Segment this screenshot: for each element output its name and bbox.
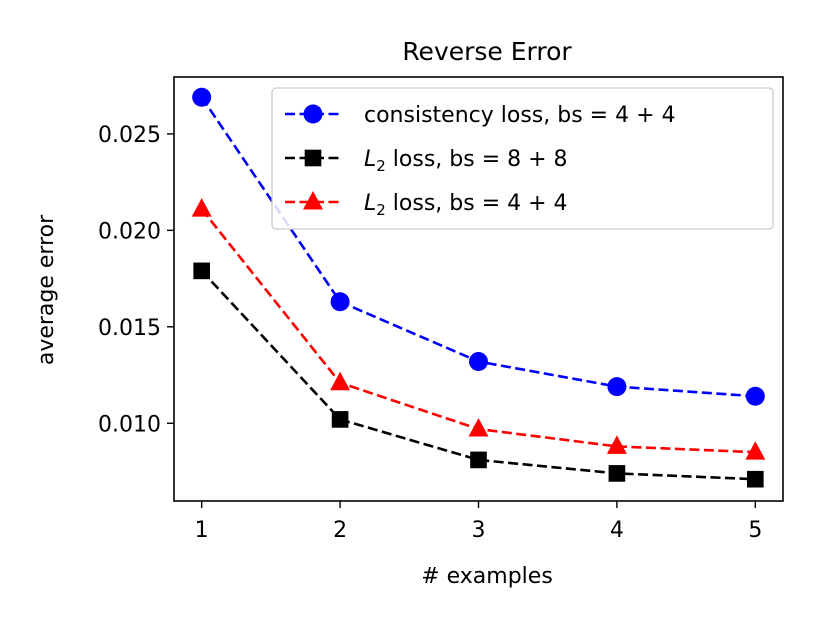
legend-entry: L2 loss, bs = 8 + 8 (285, 147, 568, 175)
series-0 (192, 87, 765, 406)
x-tick-label: 2 (333, 518, 347, 543)
chart-title: Reverse Error (402, 37, 572, 66)
axes-frame (173, 76, 784, 502)
y-tick-label: 0.010 (98, 412, 161, 437)
plot-area (191, 87, 766, 488)
y-axis-label: average error (34, 214, 59, 365)
x-axis-label: # examples (421, 564, 553, 589)
y-tick-label: 0.015 (98, 316, 161, 341)
data-point (468, 418, 489, 437)
legend-marker (303, 104, 323, 124)
data-point (330, 292, 350, 312)
y-tick-label: 0.025 (98, 123, 161, 148)
x-tick-label: 3 (472, 518, 486, 543)
data-point (606, 435, 627, 454)
legend-entry: L2 loss, bs = 4 + 4 (285, 191, 568, 219)
data-point (469, 352, 488, 372)
x-axis-ticks: 1 2 3 4 5 (195, 501, 762, 543)
legend-label: L2 loss, bs = 4 + 4 (364, 191, 568, 219)
legend-entry: consistency loss, bs = 4 + 4 (285, 103, 676, 128)
series-line (200, 208, 756, 454)
series-line (200, 269, 756, 481)
legend-label-subscript: 2 (376, 157, 386, 175)
data-point (607, 377, 627, 397)
data-point (330, 371, 351, 391)
legend-label-main: L (364, 191, 376, 216)
x-tick-label: 1 (195, 518, 209, 543)
legend-box (271, 87, 774, 230)
data-point (191, 198, 212, 217)
legend-label-text: loss, bs = 8 + 8 (386, 147, 568, 172)
data-point (470, 451, 487, 469)
y-tick-label: 0.020 (98, 219, 161, 244)
series-2 (191, 198, 766, 460)
series-1 (193, 262, 764, 488)
legend-label-text: consistency loss, bs = 4 + 4 (364, 103, 676, 128)
legend: consistency loss, bs = 4 + 4L2 loss, bs … (271, 87, 774, 230)
data-point (747, 470, 764, 488)
legend-label-subscript: 2 (376, 201, 386, 219)
legend-label-text: loss, bs = 4 + 4 (386, 191, 568, 216)
data-point (192, 87, 212, 107)
data-point (608, 465, 626, 482)
legend-marker (304, 149, 322, 167)
y-axis-ticks: 0.010 0.015 0.020 0.025 (98, 123, 174, 437)
data-point (193, 262, 210, 280)
x-tick-label: 5 (748, 518, 762, 543)
legend-label-main: L (364, 147, 376, 172)
legend-label: consistency loss, bs = 4 + 4 (364, 103, 676, 128)
data-point (745, 386, 765, 406)
data-point (331, 411, 349, 428)
data-point (745, 441, 766, 460)
x-tick-label: 4 (610, 518, 624, 543)
legend-label: L2 loss, bs = 8 + 8 (364, 147, 568, 175)
legend-marker (303, 191, 323, 210)
